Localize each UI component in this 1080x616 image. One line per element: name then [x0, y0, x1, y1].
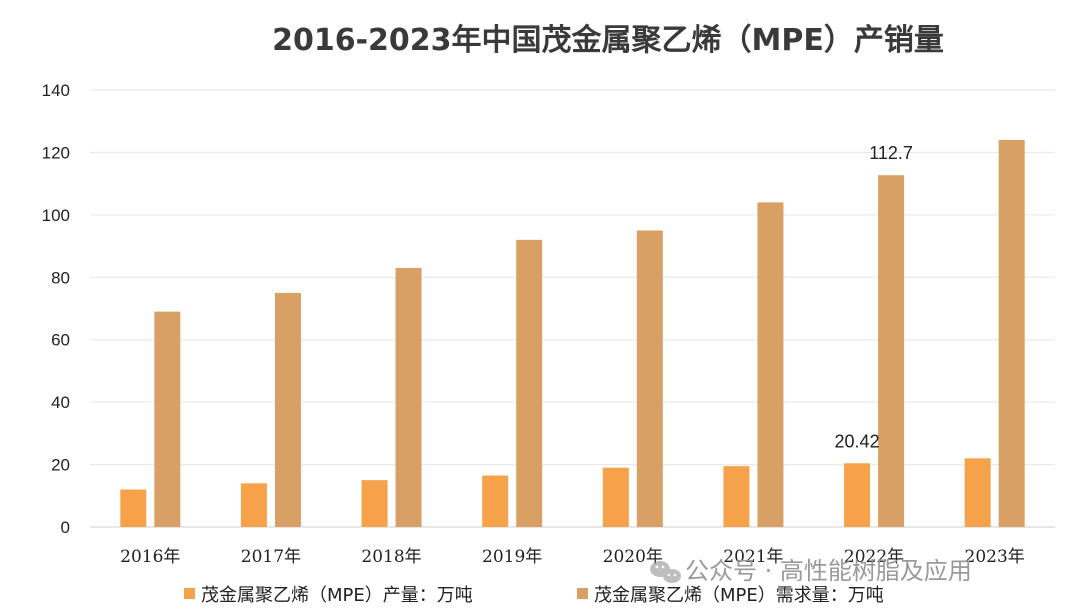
- bar-demand: [757, 202, 784, 527]
- bar-production: [723, 466, 750, 527]
- bars: [120, 139, 1025, 528]
- bar-demand: [395, 267, 422, 527]
- bar-demand: [636, 230, 663, 527]
- x-tick-label: 2017年: [241, 547, 301, 567]
- watermark-text: 公众号 · 高性能树脂及应用: [685, 557, 972, 585]
- legend-swatch-demand: [577, 588, 588, 599]
- data-labels: 20.42 112.7: [835, 143, 913, 451]
- bar-production: [240, 483, 267, 527]
- bar-demand: [154, 311, 181, 527]
- y-tick-label: 120: [42, 143, 70, 162]
- x-tick-label: 2016年: [120, 547, 180, 567]
- y-tick-label: 40: [51, 393, 70, 412]
- bar-production: [120, 489, 147, 527]
- legend-label-production: 茂金属聚乙烯（MPE）产量：万吨: [201, 585, 473, 606]
- gridlines: [90, 89, 1055, 528]
- x-tick-label: 2020年: [603, 547, 663, 567]
- data-label: 20.42: [835, 431, 880, 451]
- x-tick-label: 2022年: [844, 547, 904, 567]
- legend: 茂金属聚乙烯（MPE）产量：万吨 茂金属聚乙烯（MPE）需求量：万吨: [184, 585, 884, 606]
- bar-demand: [998, 139, 1025, 527]
- x-tick-label: 2019年: [482, 547, 542, 567]
- y-tick-label: 20: [51, 456, 70, 475]
- chart-title: 2016-2023年中国茂金属聚乙烯（MPE）产销量: [272, 23, 944, 58]
- bar-demand: [878, 175, 905, 527]
- bar-production: [964, 458, 991, 527]
- bar-production: [602, 467, 629, 527]
- legend-label-demand: 茂金属聚乙烯（MPE）需求量：万吨: [594, 585, 884, 606]
- y-tick-label: 0: [61, 518, 70, 537]
- bar-production: [844, 463, 871, 527]
- x-tick-label: 2021年: [723, 547, 783, 567]
- y-tick-label: 100: [42, 206, 70, 225]
- bar-demand: [516, 239, 543, 528]
- wechat-icon: [650, 561, 681, 583]
- x-axis-ticks: 2016年 2017年 2018年 2019年 2020年 2021年 2022年 2023年: [120, 547, 1025, 567]
- data-label: 112.7: [869, 143, 913, 163]
- bar-demand: [274, 292, 301, 527]
- x-tick-label: 2023年: [965, 547, 1025, 567]
- y-tick-label: 60: [51, 331, 70, 350]
- y-axis-ticks: 0 20 40 60 80 100 120 140: [42, 81, 70, 537]
- legend-swatch-production: [184, 588, 195, 599]
- y-tick-label: 80: [51, 268, 70, 287]
- watermark: 公众号 · 高性能树脂及应用: [650, 557, 972, 585]
- bar-production: [361, 480, 388, 527]
- x-tick-label: 2018年: [361, 547, 421, 567]
- bar-production: [482, 475, 509, 527]
- y-tick-label: 140: [42, 81, 70, 100]
